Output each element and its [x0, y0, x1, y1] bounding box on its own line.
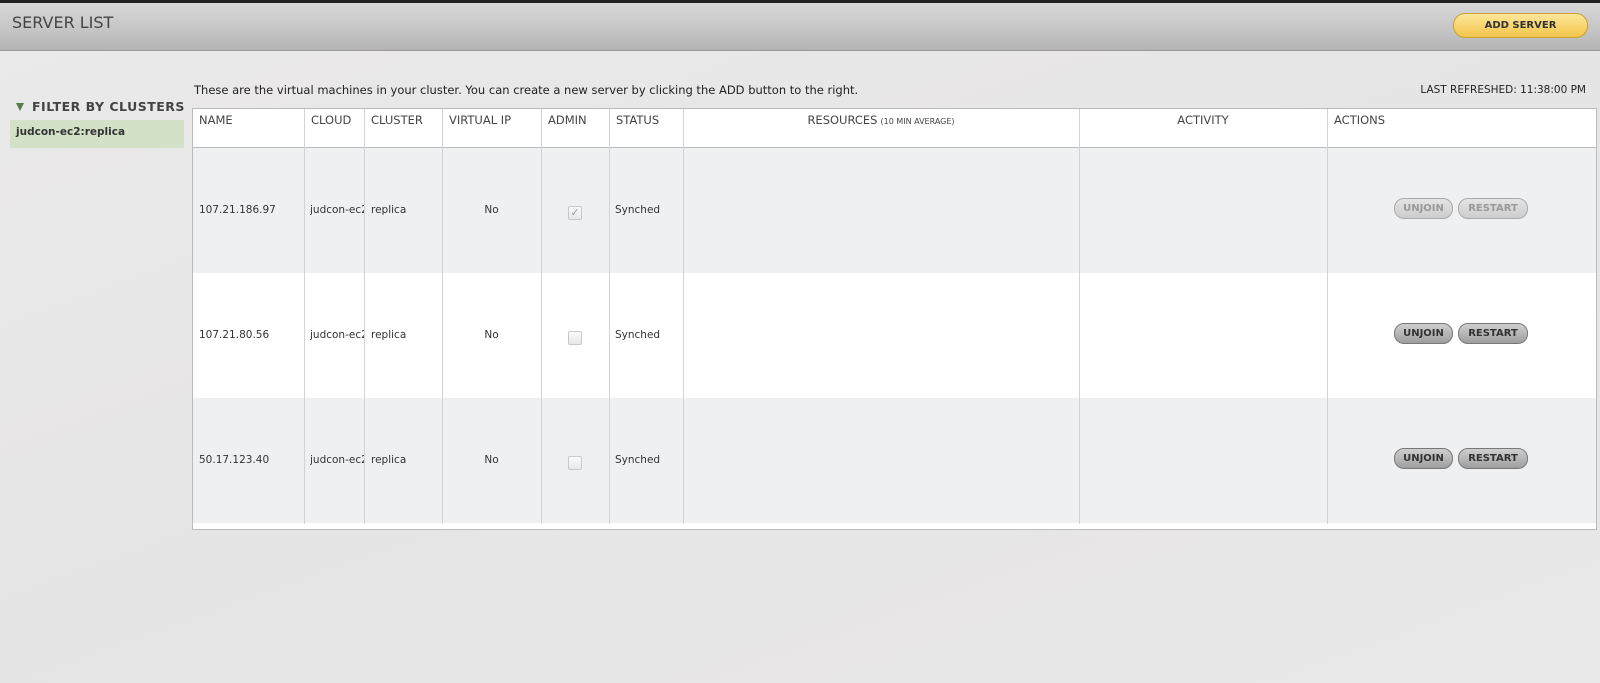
- add-server-button[interactable]: ADD SERVER: [1453, 13, 1588, 38]
- column-header-text: ACTIVITY: [1177, 113, 1229, 127]
- sidebar-title: FILTER BY CLUSTERS: [32, 99, 185, 114]
- table-row: [193, 398, 1596, 523]
- table-row: [193, 273, 1596, 398]
- cloud: judcon-ec2: [310, 203, 364, 216]
- last-refreshed: LAST REFRESHED: 11:38:00 PM: [1420, 84, 1586, 96]
- column-divider: [541, 109, 542, 524]
- virtual-ip: No: [484, 453, 499, 466]
- cluster: replica: [371, 203, 407, 216]
- column-header: NAME: [199, 113, 233, 127]
- action-button[interactable]: UNJOIN: [1394, 322, 1453, 344]
- column-divider: [1079, 109, 1080, 524]
- action-button[interactable]: RESTART: [1458, 322, 1528, 344]
- action-button: UNJOIN: [1394, 197, 1453, 219]
- column-header: CLOUD: [311, 113, 352, 127]
- admin-checkbox: ✓: [568, 205, 582, 220]
- page-title: SERVER LIST: [12, 13, 114, 32]
- admin-checkbox[interactable]: [568, 455, 582, 470]
- action-button[interactable]: RESTART: [1458, 447, 1528, 469]
- column-divider: [609, 109, 610, 524]
- top-bar: [0, 0, 1600, 51]
- server-name: 107.21.80.56: [199, 328, 270, 341]
- column-header: RESOURCES (10 MIN AVERAGE): [683, 113, 1079, 127]
- cluster-filter-item[interactable]: judcon-ec2:replica: [10, 120, 184, 148]
- column-header: ACTIONS: [1334, 113, 1386, 127]
- column-header: VIRTUAL IP: [449, 113, 512, 127]
- status: Synched: [615, 328, 661, 341]
- cluster: replica: [371, 453, 407, 466]
- cloud: judcon-ec2: [310, 453, 364, 466]
- action-button: RESTART: [1458, 197, 1528, 219]
- admin-checkbox[interactable]: [568, 330, 582, 345]
- server-name: 50.17.123.40: [199, 453, 270, 466]
- column-divider: [442, 109, 443, 524]
- status: Synched: [615, 453, 661, 466]
- cloud: judcon-ec2: [310, 328, 364, 341]
- status: Synched: [615, 203, 661, 216]
- column-header: STATUS: [616, 113, 660, 127]
- column-divider: [304, 109, 305, 524]
- cluster: replica: [371, 328, 407, 341]
- virtual-ip: No: [484, 203, 499, 216]
- virtual-ip: No: [484, 328, 499, 341]
- action-button[interactable]: UNJOIN: [1394, 447, 1453, 469]
- column-divider: [1327, 109, 1328, 524]
- column-header: ADMIN: [548, 113, 587, 127]
- intro-text: These are the virtual machines in your c…: [194, 83, 859, 97]
- collapse-arrow[interactable]: [16, 103, 24, 111]
- header-divider: [193, 147, 1596, 148]
- column-header-note: (10 MIN AVERAGE): [880, 117, 955, 126]
- column-header: CLUSTER: [371, 113, 423, 127]
- table-row: [193, 148, 1596, 273]
- column-header: ACTIVITY: [1079, 113, 1327, 127]
- column-header-text: RESOURCES: [807, 113, 878, 127]
- column-divider: [683, 109, 684, 524]
- column-divider: [364, 109, 365, 524]
- server-name: 107.21.186.97: [199, 203, 276, 216]
